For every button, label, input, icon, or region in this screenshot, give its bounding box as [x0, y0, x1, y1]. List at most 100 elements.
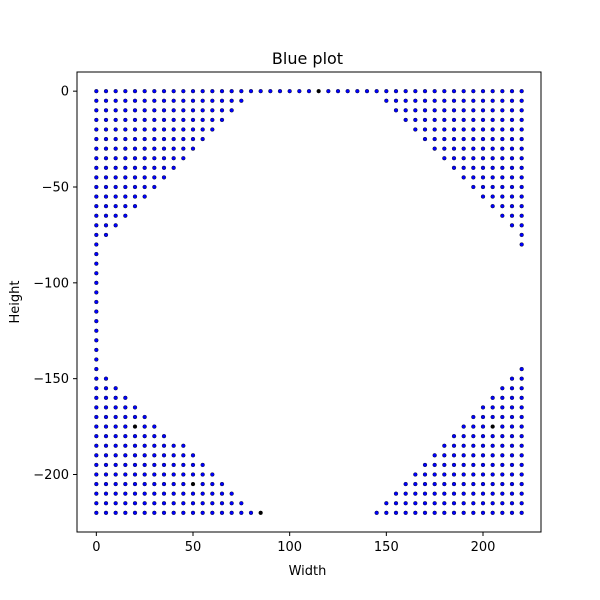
data-point [239, 501, 244, 506]
data-point [142, 175, 147, 180]
data-point [471, 443, 476, 448]
data-point [113, 98, 118, 103]
data-point [152, 462, 157, 468]
data-point [403, 117, 408, 123]
data-point [519, 184, 524, 190]
data-point [103, 165, 109, 170]
data-point [442, 462, 447, 468]
data-point [248, 89, 254, 94]
data-point [132, 194, 138, 199]
data-point [123, 453, 128, 458]
data-point [471, 146, 476, 151]
data-point [432, 98, 437, 103]
x-tick-label: 200 [471, 540, 496, 555]
data-point [461, 136, 466, 142]
data-point [500, 156, 505, 161]
plot-frame [76, 71, 542, 533]
data-point [123, 194, 128, 199]
data-point [239, 98, 244, 103]
data-point [519, 386, 524, 391]
data-point [94, 261, 99, 266]
data-point [509, 424, 515, 429]
data-point [442, 453, 447, 458]
chart-title: Blue plot [272, 49, 343, 68]
data-point [519, 510, 524, 515]
data-point [490, 89, 495, 94]
data-point [422, 108, 428, 113]
data-point [500, 481, 505, 487]
data-point [442, 481, 447, 487]
data-point [519, 156, 524, 161]
data-point [161, 165, 167, 170]
data-point [500, 108, 505, 113]
data-point [326, 89, 331, 94]
data-point [229, 108, 234, 113]
data-point [181, 127, 186, 132]
data-point [422, 501, 428, 506]
data-point [210, 117, 215, 123]
data-point [103, 89, 109, 94]
data-point [113, 491, 118, 496]
data-point [103, 376, 109, 381]
data-point [480, 462, 486, 468]
data-point [500, 204, 505, 209]
data-point [152, 491, 157, 496]
data-point [94, 204, 99, 209]
data-point [181, 136, 186, 142]
y-axis: 0 −50 −100 −150 −200 [33, 85, 77, 483]
data-point [519, 165, 524, 170]
data-point [480, 501, 486, 506]
data-point [432, 146, 437, 151]
data-point [229, 501, 234, 506]
data-point [171, 98, 176, 103]
data-point [103, 117, 109, 123]
data-point [461, 424, 466, 429]
data-point [413, 510, 418, 515]
data-point [219, 501, 225, 506]
data-point [229, 510, 234, 515]
data-point [490, 117, 495, 123]
data-point [509, 386, 515, 391]
data-point [132, 472, 138, 477]
data-point [461, 491, 466, 496]
data-point [181, 98, 186, 103]
data-point [393, 108, 399, 113]
data-point [181, 491, 186, 496]
data-point [161, 136, 167, 142]
data-point [480, 510, 486, 515]
data-point [451, 146, 457, 151]
data-point [142, 481, 147, 487]
data-point [94, 146, 99, 151]
data-point [519, 443, 524, 448]
data-point [190, 453, 196, 458]
data-point [152, 501, 157, 506]
data-point [268, 89, 273, 94]
data-point [413, 108, 418, 113]
data-point [94, 481, 99, 487]
data-point [113, 117, 118, 123]
data-point [123, 146, 128, 151]
data-point [432, 127, 437, 132]
data-point [123, 98, 128, 103]
data-point [210, 108, 215, 113]
data-point [113, 223, 118, 228]
y-tick-label: −50 [42, 181, 69, 196]
data-point [432, 510, 437, 515]
data-point [509, 414, 515, 420]
data-point [509, 165, 515, 170]
y-tick-label: −200 [33, 468, 69, 483]
data-point [142, 89, 147, 94]
data-point [181, 108, 186, 113]
data-point [94, 386, 99, 391]
data-point [94, 462, 99, 468]
data-point [94, 357, 99, 362]
x-tick-label: 150 [374, 540, 399, 555]
data-point [103, 213, 109, 218]
data-point [471, 462, 476, 468]
data-point [442, 146, 447, 151]
data-point [442, 117, 447, 123]
data-point [161, 175, 167, 180]
data-point [171, 127, 176, 132]
data-point [239, 510, 244, 515]
data-point [451, 434, 457, 439]
